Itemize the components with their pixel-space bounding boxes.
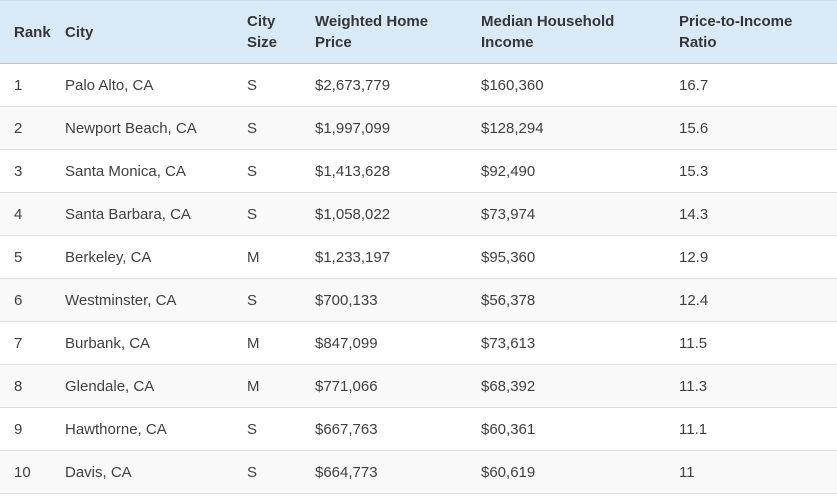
cell-price: $1,997,099	[301, 106, 467, 150]
cell-city: Newport Beach, CA	[51, 106, 233, 150]
cell-city: Santa Monica, CA	[51, 149, 233, 193]
cell-ratio: 15.3	[665, 149, 837, 193]
cell-rank: 10	[0, 450, 51, 494]
cell-ratio: 16.7	[665, 63, 837, 107]
cell-ratio: 11.1	[665, 407, 837, 451]
cell-income: $60,361	[467, 407, 665, 451]
cell-rank: 2	[0, 106, 51, 150]
cell-size: S	[233, 192, 301, 236]
cell-price: $771,066	[301, 364, 467, 408]
cell-ratio: 14.3	[665, 192, 837, 236]
cell-city: Westminster, CA	[51, 278, 233, 322]
table-row: 7 Burbank, CA M $847,099 $73,613 11.5	[0, 321, 837, 365]
table-row: 4 Santa Barbara, CA S $1,058,022 $73,974 14.3	[0, 192, 837, 236]
cell-size: S	[233, 450, 301, 494]
cell-rank: 1	[0, 63, 51, 107]
cell-size: S	[233, 63, 301, 107]
table-row: 9 Hawthorne, CA S $667,763 $60,361 11.1	[0, 407, 837, 451]
cell-rank: 4	[0, 192, 51, 236]
column-header-income: Median Household Income	[467, 0, 665, 64]
table-row: 5 Berkeley, CA M $1,233,197 $95,360 12.9	[0, 235, 837, 279]
table-body: 1 Palo Alto, CA S $2,673,779 $160,360 16.7 2 Ne…	[0, 63, 837, 494]
cell-city: Davis, CA	[51, 450, 233, 494]
cell-income: $128,294	[467, 106, 665, 150]
table-header: Rank City City Size Weighted Home Price …	[0, 0, 837, 64]
cell-income: $92,490	[467, 149, 665, 193]
cell-income: $160,360	[467, 63, 665, 107]
table-row: 3 Santa Monica, CA S $1,413,628 $92,490 15.3	[0, 149, 837, 193]
cell-size: S	[233, 278, 301, 322]
cell-ratio: 12.9	[665, 235, 837, 279]
table-row: 2 Newport Beach, CA S $1,997,099 $128,294 15.…	[0, 106, 837, 150]
cell-city: Glendale, CA	[51, 364, 233, 408]
table-row: 1 Palo Alto, CA S $2,673,779 $160,360 16.7	[0, 63, 837, 107]
cell-price: $667,763	[301, 407, 467, 451]
column-header-city: City	[51, 0, 233, 64]
cell-rank: 9	[0, 407, 51, 451]
cell-price: $1,413,628	[301, 149, 467, 193]
cell-rank: 6	[0, 278, 51, 322]
cell-size: M	[233, 235, 301, 279]
cell-income: $95,360	[467, 235, 665, 279]
table-row: 10 Davis, CA S $664,773 $60,619 11	[0, 450, 837, 494]
cell-price: $700,133	[301, 278, 467, 322]
cell-ratio: 11	[665, 450, 837, 494]
cell-city: Berkeley, CA	[51, 235, 233, 279]
cell-size: M	[233, 364, 301, 408]
column-header-size: City Size	[233, 0, 301, 64]
cell-income: $73,974	[467, 192, 665, 236]
cell-price: $2,673,779	[301, 63, 467, 107]
cell-price: $664,773	[301, 450, 467, 494]
cell-ratio: 11.3	[665, 364, 837, 408]
cell-income: $60,619	[467, 450, 665, 494]
cell-size: M	[233, 321, 301, 365]
column-header-ratio: Price-to-Income Ratio	[665, 0, 837, 64]
cell-city: Hawthorne, CA	[51, 407, 233, 451]
cell-income: $68,392	[467, 364, 665, 408]
cell-rank: 8	[0, 364, 51, 408]
table-row: 8 Glendale, CA M $771,066 $68,392 11.3	[0, 364, 837, 408]
header-row: Rank City City Size Weighted Home Price …	[0, 0, 837, 64]
cell-price: $1,058,022	[301, 192, 467, 236]
table-row: 6 Westminster, CA S $700,133 $56,378 12.4	[0, 278, 837, 322]
cell-income: $56,378	[467, 278, 665, 322]
cell-city: Santa Barbara, CA	[51, 192, 233, 236]
cell-ratio: 11.5	[665, 321, 837, 365]
column-header-rank: Rank	[0, 0, 51, 64]
cell-city: Burbank, CA	[51, 321, 233, 365]
cell-income: $73,613	[467, 321, 665, 365]
cell-rank: 3	[0, 149, 51, 193]
cell-ratio: 12.4	[665, 278, 837, 322]
cell-size: S	[233, 106, 301, 150]
cell-city: Palo Alto, CA	[51, 63, 233, 107]
cell-price: $847,099	[301, 321, 467, 365]
cell-ratio: 15.6	[665, 106, 837, 150]
cell-rank: 7	[0, 321, 51, 365]
cell-price: $1,233,197	[301, 235, 467, 279]
cell-size: S	[233, 407, 301, 451]
cell-rank: 5	[0, 235, 51, 279]
column-header-price: Weighted Home Price	[301, 0, 467, 64]
cell-size: S	[233, 149, 301, 193]
